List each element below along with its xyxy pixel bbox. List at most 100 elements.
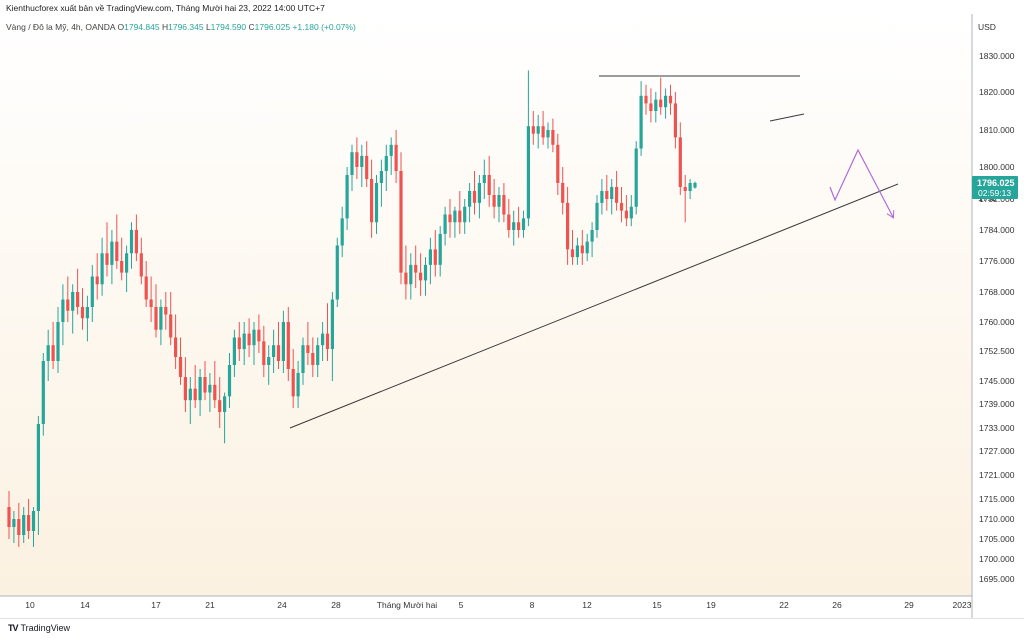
open-label: O bbox=[117, 22, 125, 32]
time-tick-label: 10 bbox=[25, 600, 35, 610]
candle-body bbox=[22, 515, 26, 535]
currency-label: USD bbox=[978, 22, 996, 32]
tradingview-logo-text: TradingView bbox=[20, 623, 71, 633]
candle-body bbox=[634, 148, 638, 207]
candle-body bbox=[232, 337, 236, 365]
candle-body bbox=[379, 171, 383, 183]
candle-body bbox=[438, 233, 442, 265]
candle-body bbox=[644, 95, 648, 104]
candle-body bbox=[610, 187, 614, 199]
candle-body bbox=[419, 272, 423, 281]
candle-body bbox=[575, 245, 579, 258]
consolidation-line bbox=[769, 113, 805, 122]
price-tick-label: 1768.000 bbox=[979, 287, 1015, 297]
candle-body bbox=[76, 292, 80, 307]
candle-body bbox=[139, 253, 143, 277]
candle-body bbox=[208, 384, 212, 393]
high-label: H bbox=[161, 22, 169, 32]
candle-body bbox=[267, 357, 271, 365]
candle-body bbox=[311, 353, 315, 365]
close-value: 1796.025 bbox=[254, 22, 291, 32]
candle-body bbox=[590, 230, 594, 242]
candle-body bbox=[531, 126, 535, 134]
candle-body bbox=[46, 345, 50, 361]
candle-body bbox=[683, 187, 687, 191]
candle-body bbox=[389, 144, 393, 156]
candle-body bbox=[262, 341, 266, 365]
candle-body bbox=[203, 377, 207, 393]
tradingview-logo[interactable]: TV TradingView bbox=[8, 623, 70, 633]
candle-body bbox=[659, 99, 663, 108]
candle-body bbox=[561, 183, 565, 203]
candle-body bbox=[399, 171, 403, 273]
candle-body bbox=[688, 183, 692, 191]
candle-body bbox=[129, 230, 134, 254]
candle-body bbox=[443, 214, 447, 234]
candle-body bbox=[335, 245, 339, 300]
candle-body bbox=[51, 345, 55, 361]
publication-header: Kienthucforex xuất bản về TradingView.co… bbox=[0, 0, 1024, 14]
high-value: 1796.345 bbox=[168, 22, 204, 32]
candle-body bbox=[477, 183, 481, 203]
candle-body bbox=[100, 253, 104, 285]
price-tick-label: 1810.000 bbox=[979, 125, 1015, 135]
candle-body bbox=[301, 345, 305, 373]
price-tick-label: 1710.000 bbox=[979, 514, 1015, 524]
candle-body bbox=[71, 292, 75, 311]
candle-body bbox=[330, 299, 334, 350]
candle-body bbox=[272, 345, 276, 357]
candle-body bbox=[325, 333, 330, 350]
price-tick-label: 1752.500 bbox=[979, 346, 1015, 356]
candle-body bbox=[257, 329, 261, 342]
countdown-label: 02:59:13 bbox=[978, 188, 1011, 198]
candle-body bbox=[17, 519, 21, 535]
candle-body bbox=[80, 307, 85, 319]
symbol-info: Vàng / Đô la Mỹ, 4h, OANDA O1794.845 H17… bbox=[6, 22, 356, 32]
candle-body bbox=[492, 195, 496, 207]
candle-body bbox=[517, 222, 521, 230]
price-tick-label: 1721.000 bbox=[979, 470, 1015, 480]
candle-body bbox=[345, 175, 349, 219]
candle-body bbox=[291, 369, 295, 397]
candle-body bbox=[355, 152, 359, 167]
candle-body bbox=[668, 95, 673, 104]
close-label: C bbox=[248, 22, 255, 32]
price-tick-label: 1784.000 bbox=[979, 225, 1015, 235]
price-tag: 1792 1796.025 02:59:13 bbox=[972, 176, 1018, 203]
candle-body bbox=[649, 103, 653, 111]
candle-body bbox=[619, 202, 624, 211]
candle-body bbox=[105, 253, 109, 265]
candle-body bbox=[482, 175, 486, 183]
candle-body bbox=[321, 333, 325, 346]
candle-body bbox=[340, 218, 344, 246]
candle-body bbox=[453, 210, 457, 223]
candle-body bbox=[120, 261, 124, 273]
price-tick-label: 1733.000 bbox=[979, 423, 1015, 433]
price-tick-label: 1776.000 bbox=[979, 256, 1015, 266]
time-tick-label: 15 bbox=[652, 600, 662, 610]
current-price-label: 1796.025 bbox=[977, 178, 1015, 188]
time-tick-label: 22 bbox=[779, 600, 789, 610]
candle-body bbox=[296, 373, 300, 397]
low-value: 1794.590 bbox=[210, 22, 247, 32]
time-tick-label: 8 bbox=[530, 600, 535, 610]
candle-body bbox=[433, 249, 437, 265]
candle-body bbox=[110, 241, 114, 265]
candle-body bbox=[546, 130, 550, 138]
candle-body bbox=[472, 191, 477, 203]
candle-body bbox=[629, 206, 633, 219]
price-tick-label: 1830.000 bbox=[979, 51, 1015, 61]
publication-title: Kienthucforex xuất bản về TradingView.co… bbox=[6, 3, 325, 13]
candle-body bbox=[404, 272, 408, 285]
candle-body bbox=[605, 191, 609, 199]
candle-body bbox=[463, 206, 467, 223]
candle-body bbox=[316, 345, 320, 365]
candle-body bbox=[281, 322, 285, 361]
candle-body bbox=[497, 195, 501, 207]
candles-group bbox=[7, 70, 697, 547]
candle-body bbox=[585, 241, 589, 254]
candle-body bbox=[507, 214, 511, 230]
candle-body bbox=[365, 155, 369, 179]
candle-body bbox=[174, 337, 178, 357]
